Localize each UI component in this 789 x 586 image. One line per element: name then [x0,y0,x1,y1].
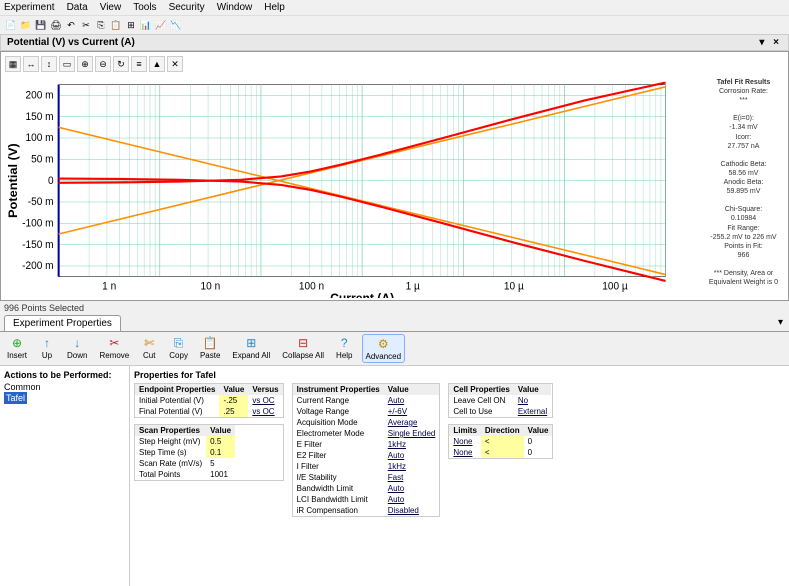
svg-text:-100 m: -100 m [22,218,53,229]
svg-text:1 n: 1 n [102,281,116,292]
svg-text:100 µ: 100 µ [602,281,627,292]
group-limits: LimitsDirectionValueNone<0None<0 [448,424,553,459]
prop-btn-insert[interactable]: ⊕Insert [4,334,30,363]
prop-btn-down[interactable]: ↓Down [64,334,90,363]
prop-btn-expand-all[interactable]: ⊞Expand All [229,334,273,363]
props-title: Properties for Tafel [134,370,553,380]
chart-panel-titlebar: Potential (V) vs Current (A) ▾ × [0,34,789,51]
action-common[interactable]: Common [4,382,125,392]
toolbar-btn-8[interactable]: ⊞ [124,18,138,32]
main-toolbar: 📄📁💾🖨↶✂⎘📋⊞📊📈📉 [0,15,789,34]
svg-text:10 n: 10 n [201,281,221,292]
tab-dropdown-icon[interactable]: ▾ [772,315,789,331]
toolbar-btn-6[interactable]: ⎘ [94,18,108,32]
svg-text:150 m: 150 m [26,112,54,123]
toolbar-btn-1[interactable]: 📁 [19,18,33,32]
chart-toolbar-btn-8[interactable]: ▲ [149,56,165,72]
menu-help[interactable]: Help [264,2,285,13]
actions-column: Actions to be Performed: Common Tafel [0,366,130,586]
prop-btn-cut[interactable]: ✄Cut [138,334,160,363]
chart-toolbar-btn-1[interactable]: ↔ [23,56,39,72]
menu-view[interactable]: View [100,2,122,13]
chart-toolbar: ▦↔↕▭⊕⊖↻≡▲✕ [3,54,786,74]
svg-text:100 n: 100 n [299,281,324,292]
panel-close-icon[interactable]: × [770,37,782,48]
svg-text:10 µ: 10 µ [504,281,524,292]
svg-text:1 µ: 1 µ [406,281,420,292]
toolbar-btn-10[interactable]: 📈 [154,18,168,32]
properties-tabstrip: Experiment Properties ▾ [0,315,789,332]
svg-text:200 m: 200 m [26,90,54,101]
chart-toolbar-btn-3[interactable]: ▭ [59,56,75,72]
toolbar-btn-11[interactable]: 📉 [169,18,183,32]
toolbar-btn-5[interactable]: ✂ [79,18,93,32]
chart-toolbar-btn-2[interactable]: ↕ [41,56,57,72]
prop-btn-copy[interactable]: ⎘Copy [166,334,191,363]
properties-toolbar: ⊕Insert ↑Up ↓Down✂Remove ✄Cut ⎘Copy📋Paste⊞Ex… [0,332,789,366]
status-bar: 996 Points Selected [0,301,789,315]
svg-text:-50 m: -50 m [28,197,54,208]
prop-btn-help[interactable]: ?Help [333,334,355,363]
chart-panel-title: Potential (V) vs Current (A) [7,37,135,48]
prop-btn-remove[interactable]: ✂Remove [96,334,132,363]
actions-header: Actions to be Performed: [4,370,125,380]
chart-toolbar-btn-9[interactable]: ✕ [167,56,183,72]
toolbar-btn-9[interactable]: 📊 [139,18,153,32]
tafel-results-panel: Tafel Fit ResultsCorrosion Rate:*** E(i=… [701,74,786,298]
group-instrument: Instrument PropertiesValueCurrent RangeA… [292,383,441,517]
chart-toolbar-btn-4[interactable]: ⊕ [77,56,93,72]
toolbar-btn-4[interactable]: ↶ [64,18,78,32]
chart-toolbar-btn-0[interactable]: ▦ [5,56,21,72]
menu-bar: Experiment Data View Tools Security Window Hel… [0,0,789,15]
svg-text:100 m: 100 m [26,133,54,144]
chart-panel: ▦↔↕▭⊕⊖↻≡▲✕ -200 m -150 m -100 m -50 m 0 50 m 1… [0,51,789,301]
menu-experiment[interactable]: Experiment [4,2,55,13]
tafel-chart[interactable]: -200 m -150 m -100 m -50 m 0 50 m 100 m 150 m 20… [3,74,701,298]
prop-btn-paste[interactable]: 📋Paste [197,334,223,363]
action-tafel[interactable]: Tafel [4,392,27,404]
prop-btn-advanced[interactable]: ⚙Advanced [362,334,406,363]
chart-toolbar-btn-6[interactable]: ↻ [113,56,129,72]
tab-experiment-properties[interactable]: Experiment Properties [4,315,121,331]
svg-text:Potential (V): Potential (V) [6,143,20,218]
chart-toolbar-btn-7[interactable]: ≡ [131,56,147,72]
chart-toolbar-btn-5[interactable]: ⊖ [95,56,111,72]
svg-text:-200 m: -200 m [22,261,53,272]
menu-tools[interactable]: Tools [133,2,156,13]
group-scan: Scan PropertiesValueStep Height (mV)0.5S… [134,424,284,481]
panel-pin-icon[interactable]: ▾ [756,37,767,48]
group-cell: Cell PropertiesValueLeave Cell ONNoCell … [448,383,553,418]
svg-text:-150 m: -150 m [22,240,53,251]
toolbar-btn-2[interactable]: 💾 [34,18,48,32]
properties-area: Actions to be Performed: Common Tafel Pr… [0,366,789,586]
menu-security[interactable]: Security [169,2,205,13]
svg-text:0: 0 [48,176,54,187]
prop-btn-collapse-all[interactable]: ⊟Collapse All [279,334,327,363]
toolbar-btn-0[interactable]: 📄 [4,18,18,32]
svg-text:50 m: 50 m [31,154,53,165]
menu-window[interactable]: Window [217,2,253,13]
group-endpoint: Endpoint PropertiesValueVersusInitial Po… [134,383,284,418]
prop-btn-up[interactable]: ↑Up [36,334,58,363]
properties-content: Properties for Tafel Endpoint Properties… [130,366,789,586]
svg-text:Current (A): Current (A) [330,291,394,298]
toolbar-btn-7[interactable]: 📋 [109,18,123,32]
toolbar-btn-3[interactable]: 🖨 [49,18,63,32]
menu-data[interactable]: Data [67,2,88,13]
